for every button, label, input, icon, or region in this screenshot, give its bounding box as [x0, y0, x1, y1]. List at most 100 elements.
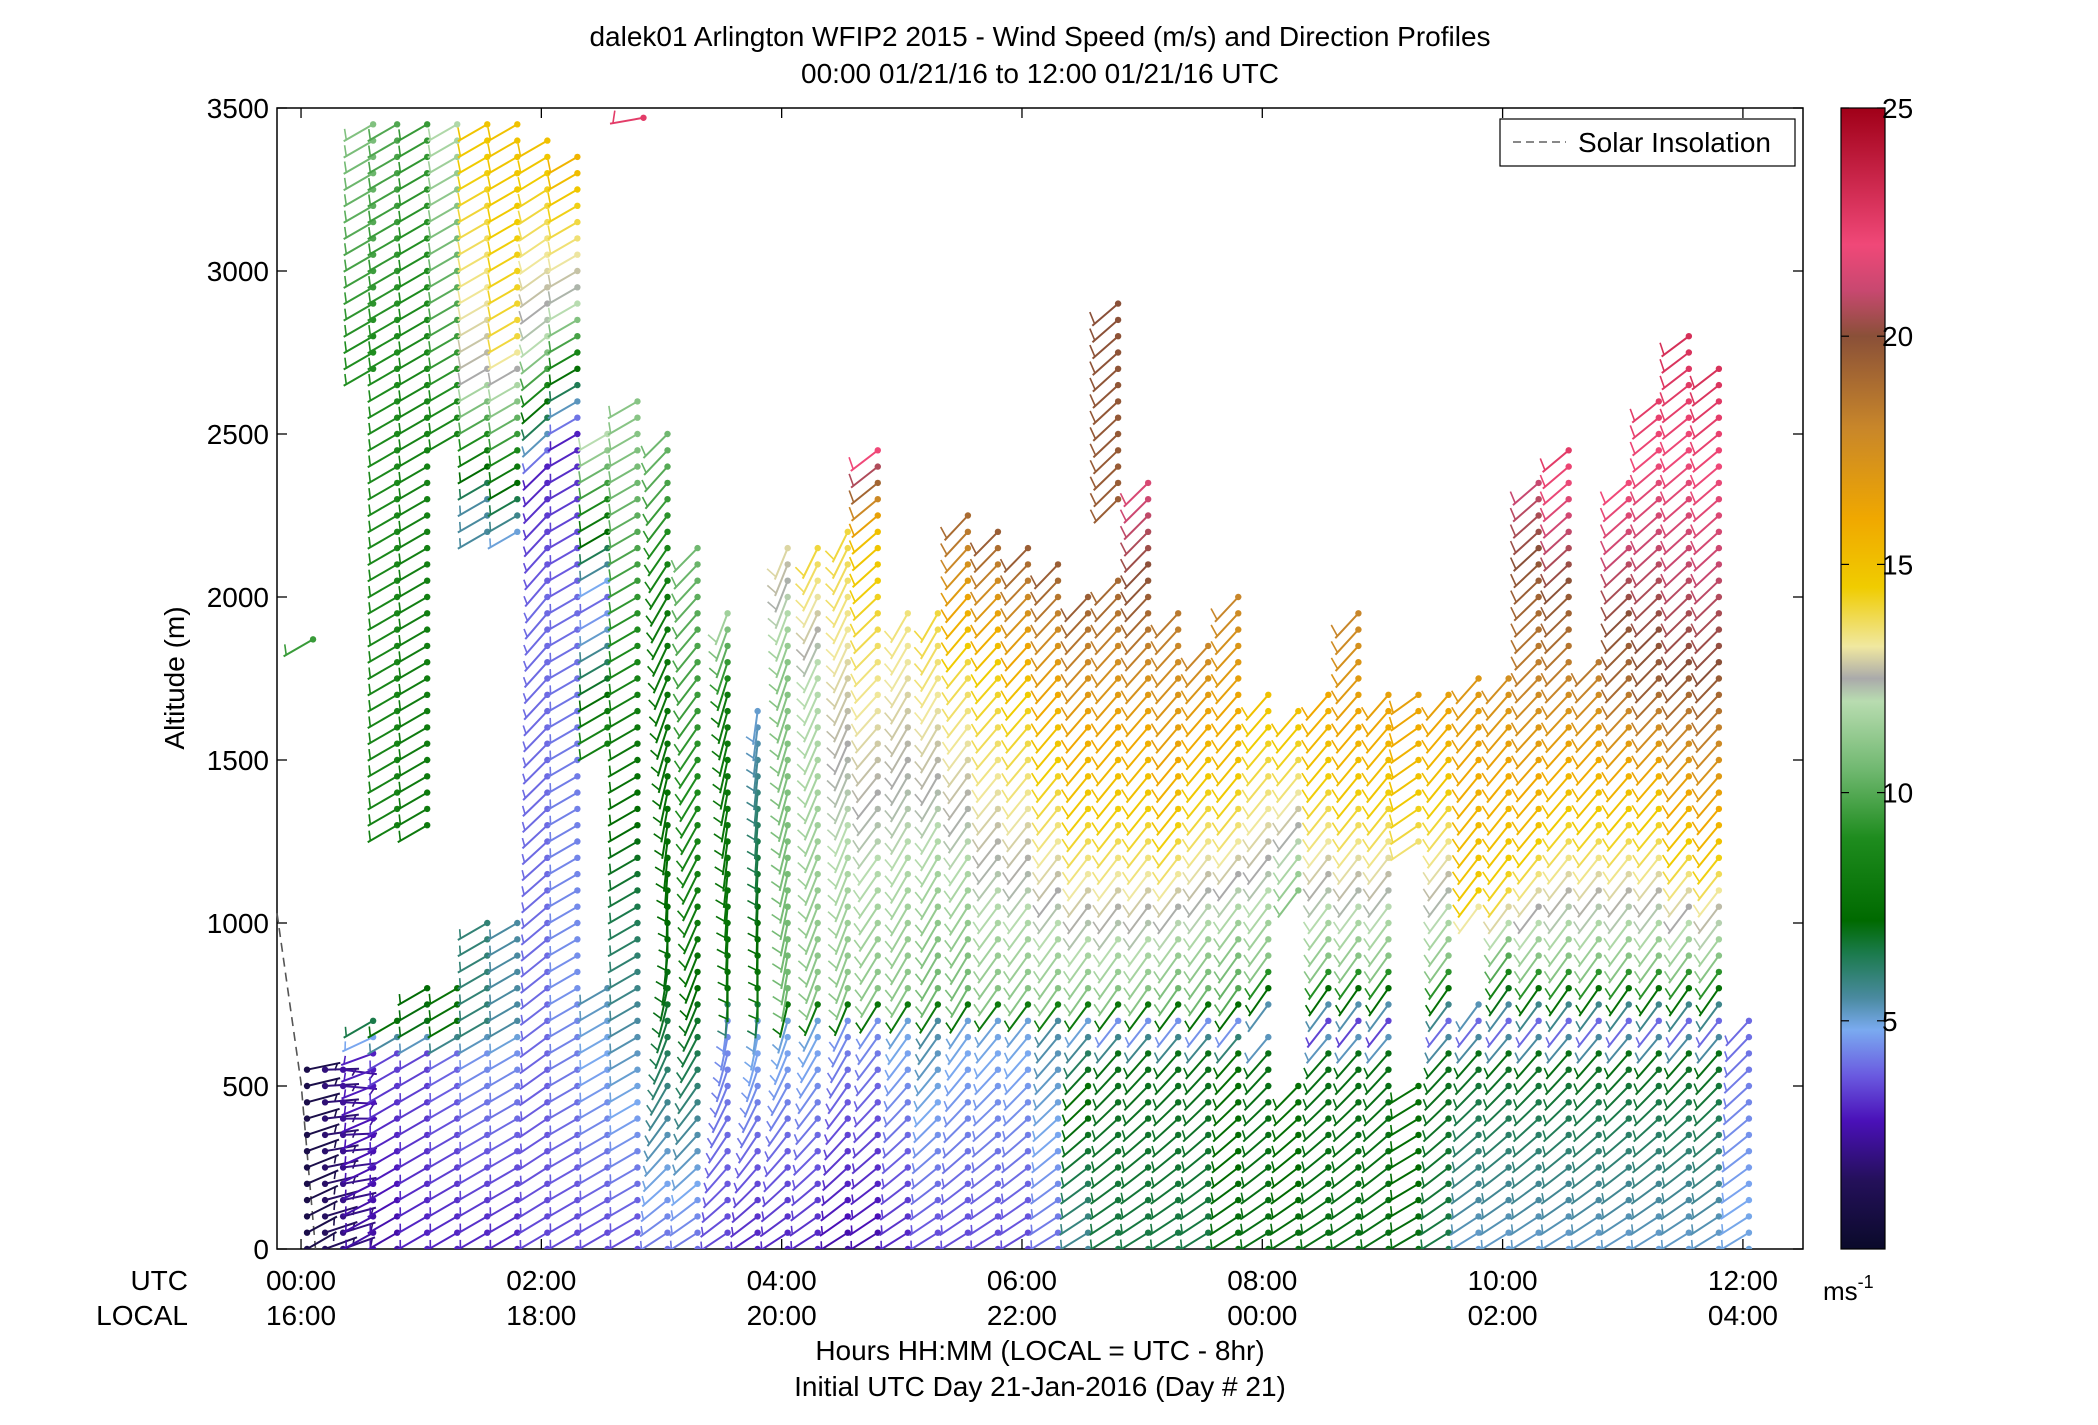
wind-barb: [517, 1196, 551, 1219]
wind-barb: [678, 968, 701, 1005]
wind-barb: [397, 1001, 431, 1023]
wind-barb: [607, 724, 641, 746]
wind-barb: [367, 1082, 401, 1104]
wind-barb: [457, 381, 491, 403]
wind-barb: [547, 267, 581, 289]
colorbar-unit-exponent: -1: [1858, 1272, 1874, 1292]
wind-barb: [673, 1099, 701, 1130]
wind-barb: [646, 626, 671, 661]
wind-barb: [518, 1148, 551, 1171]
wind-barb: [607, 1115, 641, 1137]
wind-barb: [547, 919, 581, 941]
wind-barb: [523, 626, 551, 656]
wind-barb: [427, 1180, 461, 1202]
wind-barb: [457, 1229, 491, 1249]
wind-barb: [427, 1050, 461, 1072]
wind-barb: [577, 1148, 611, 1170]
wind-barb: [427, 170, 461, 192]
wind-barb: [607, 414, 641, 436]
wind-barb: [547, 170, 581, 192]
wind-barb: [427, 153, 461, 175]
wind-barb: [427, 218, 461, 240]
x-tick-label-local: 20:00: [747, 1300, 817, 1331]
wind-barb: [577, 1082, 611, 1104]
wind-barb: [547, 365, 581, 387]
x-tick-label-utc: 08:00: [1227, 1265, 1297, 1296]
x-row-label-utc: UTC: [130, 1265, 188, 1296]
wind-barb: [457, 968, 491, 990]
wind-barb: [547, 1213, 581, 1235]
wind-barb: [487, 300, 521, 322]
wind-barb: [367, 463, 401, 485]
wind-barb: [547, 430, 581, 452]
wind-barb: [397, 235, 431, 257]
wind-barb: [457, 121, 491, 143]
wind-barb: [303, 1200, 338, 1220]
wind-barb: [547, 903, 581, 925]
wind-barb: [397, 349, 431, 371]
wind-barb: [577, 1017, 611, 1039]
wind-barb: [367, 675, 401, 697]
wind-barb: [367, 316, 401, 338]
wind-barb: [607, 1001, 641, 1023]
wind-barb: [607, 642, 641, 664]
wind-barb: [367, 561, 401, 583]
wind-barb: [367, 1066, 401, 1088]
wind-barb: [641, 463, 671, 493]
wind-barb: [523, 577, 551, 608]
wind-barb: [547, 756, 581, 778]
wind-barb: [457, 1180, 491, 1202]
wind-barb: [397, 300, 431, 322]
wind-barb: [427, 316, 461, 338]
wind-barb: [367, 1017, 401, 1039]
wind-barb: [674, 789, 701, 823]
wind-barb: [487, 447, 521, 469]
wind-barb: [547, 675, 581, 697]
wind-barb: [671, 577, 701, 607]
wind-barb: [367, 593, 401, 615]
wind-barb: [521, 789, 551, 817]
wind-barb: [547, 284, 581, 306]
wind-barb: [547, 626, 581, 648]
wind-barb: [457, 153, 491, 175]
wind-barb: [547, 707, 581, 729]
wind-barb: [607, 903, 641, 925]
wind-barb: [367, 740, 401, 762]
wind-barb: [367, 1131, 401, 1153]
wind-barb: [607, 675, 641, 697]
wind-barb: [700, 1213, 731, 1238]
wind-barb: [397, 186, 431, 208]
wind-barb: [521, 447, 551, 475]
wind-barb: [647, 642, 671, 678]
wind-barb: [367, 805, 401, 827]
wind-barb: [607, 822, 641, 844]
wind-barb: [577, 659, 611, 681]
wind-barb: [397, 251, 431, 273]
wind-barb: [457, 202, 491, 224]
wind-barb: [523, 593, 551, 624]
wind-barb: [520, 936, 551, 962]
wind-barb: [577, 610, 611, 632]
wind-barb: [487, 316, 521, 338]
solar-insolation-curve: [276, 913, 317, 1250]
wind-barb: [673, 707, 701, 740]
wind-barb: [547, 1115, 581, 1137]
wind-barb: [343, 284, 377, 306]
wind-barb: [519, 1033, 551, 1059]
wind-barb: [607, 952, 641, 974]
wind-barb: [427, 186, 461, 208]
wind-barb: [397, 822, 431, 844]
wind-barb: [397, 1115, 431, 1137]
wind-barb: [577, 1164, 611, 1186]
chart-subtitle: 00:00 01/21/16 to 12:00 01/21/16 UTC: [801, 58, 1279, 89]
wind-barb: [607, 838, 641, 860]
wind-barb: [651, 773, 671, 810]
wind-barb: [367, 365, 401, 387]
wind-barb: [519, 365, 551, 392]
wind-barb: [397, 430, 431, 452]
wind-barb: [518, 1115, 551, 1139]
wind-barb: [519, 349, 551, 375]
wind-barb: [427, 137, 461, 159]
x-tick-label-local: 16:00: [266, 1300, 336, 1331]
wind-barb: [457, 1017, 491, 1039]
